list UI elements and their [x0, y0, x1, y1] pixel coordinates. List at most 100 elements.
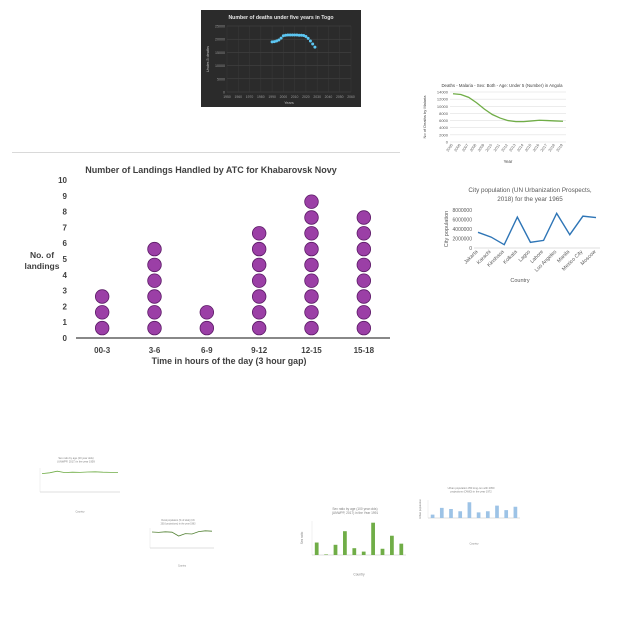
chart-title: Number of deaths under five years in Tog…: [228, 15, 333, 21]
data-dot: [94, 305, 110, 320]
data-dot: [304, 305, 319, 320]
data-point: [275, 39, 279, 43]
data-point: [272, 40, 276, 44]
data-point: [302, 34, 306, 38]
chart-title: Number of Landings Handled by ATC for Kh…: [85, 165, 337, 175]
sexratio1-chart: Sex ratio by age (20 year olds)(UNWPP, 2…: [39, 456, 120, 514]
smalllower-chart-panel: Rural population (% of total) (UN 2016 pr…: [140, 516, 216, 568]
x-tick-label: 2006: [454, 143, 462, 152]
x-axis-label: Years: [284, 101, 294, 105]
data-dot: [147, 289, 162, 304]
series-line: [452, 93, 564, 123]
bar: [361, 551, 366, 555]
city-chart-panel: City population (UN Urbanization Prospec…: [434, 182, 610, 292]
y-tick-label: 5000: [217, 77, 225, 81]
x-axis-label: Country: [75, 510, 85, 514]
urban-chart-panel: Urban population 353 long-run with 2050 p…: [418, 484, 524, 546]
y-tick-label: 20000: [215, 38, 225, 42]
x-tick-label: 2040: [325, 95, 333, 99]
chart-background: [201, 10, 361, 107]
data-dot: [304, 194, 319, 209]
data-dot: [147, 241, 162, 257]
y-tick-label: 4000: [439, 125, 449, 130]
data-point: [290, 33, 294, 37]
x-tick-label: 1980: [257, 95, 265, 99]
data-dot: [356, 210, 372, 225]
data-dot: [356, 257, 372, 273]
city-chart: City population (UN Urbanization Prospec…: [444, 187, 600, 284]
bar: [458, 511, 463, 518]
data-point: [288, 33, 292, 37]
x-axis-label: Country: [178, 565, 187, 568]
y-tick-label: 1: [63, 318, 68, 327]
bar: [449, 509, 453, 518]
series-line: [41, 470, 119, 474]
y-axis-label: Under-5 deaths: [206, 46, 210, 72]
x-tick-label: 2005: [446, 143, 454, 152]
x-axis-label: Country: [469, 542, 479, 546]
y-tick-label: 10: [58, 176, 67, 185]
y-tick-label: 2000: [439, 132, 449, 137]
sexratio2-chart: Sex ratio by age (100 year olds)(UNWPP, …: [300, 507, 406, 577]
togo-chart-panel: Number of deaths under five years in Tog…: [201, 10, 361, 107]
data-dot: [147, 305, 162, 320]
data-dot: [199, 320, 215, 336]
data-dot: [251, 241, 267, 257]
x-tick-label: 2050: [336, 95, 344, 99]
data-point: [279, 36, 283, 40]
y-axis-label: Sex ratio: [300, 531, 304, 544]
sexratio2-chart-panel: Sex ratio by age (100 year olds) (UNWPP, …: [300, 505, 410, 577]
data-dot: [199, 305, 215, 320]
x-tick-label: 1960: [234, 95, 242, 99]
y-tick-label: 0: [63, 334, 68, 343]
chart-title: 2018) for the year 1965: [497, 196, 563, 203]
series-line: [477, 211, 597, 246]
landings-chart-panel: Number of Landings Handled by ATC for Kh…: [14, 158, 400, 374]
y-tick-label: 0: [223, 91, 225, 95]
data-dot: [251, 289, 267, 304]
x-tick-label: 2007: [461, 143, 469, 152]
chart-title: projections (OWID) in the year 1972: [450, 490, 492, 494]
x-tick-label: 2015: [524, 143, 532, 152]
data-dot: [356, 241, 372, 257]
data-point: [277, 38, 281, 42]
data-dot: [304, 226, 319, 241]
x-tick-label: 15-18: [354, 346, 375, 355]
chart-title: (UNWPP, 2017) in the year 1959: [57, 460, 95, 464]
y-tick-label: 5: [63, 255, 68, 264]
data-dot: [94, 289, 110, 304]
bar: [314, 542, 319, 555]
data-point: [311, 42, 315, 46]
x-tick-label: 6-9: [201, 346, 213, 355]
x-tick-label: 2008: [469, 143, 477, 152]
x-tick-label: 3-6: [149, 346, 161, 355]
y-axis-label: No of Deaths by Malaria: [422, 95, 427, 139]
x-tick-label: 2010: [485, 143, 493, 152]
y-tick-label: 7: [63, 223, 68, 232]
bar: [343, 531, 347, 555]
data-dot: [147, 257, 162, 273]
angola-chart-panel: Deaths - Malaria - Sex: Both - Age: Unde…: [420, 80, 570, 168]
x-tick-label: 1950: [223, 95, 231, 99]
bar: [352, 548, 357, 555]
y-tick-label: 10000: [437, 104, 449, 109]
y-tick-label: 25000: [215, 25, 225, 29]
y-axis-label: City population: [444, 211, 450, 247]
y-tick-label: 0: [446, 140, 449, 145]
bar: [476, 512, 481, 518]
x-tick-label: 2012: [501, 143, 509, 152]
y-tick-label: 12000: [437, 97, 449, 102]
y-axis-label: landings: [25, 261, 60, 271]
x-tick-label: 2030: [313, 95, 321, 99]
angola-chart: Deaths - Malaria - Sex: Both - Age: Unde…: [422, 83, 566, 164]
togo-chart: Number of deaths under five years in Tog…: [201, 10, 361, 107]
bar: [504, 510, 509, 518]
x-tick-label: 2016: [532, 143, 540, 152]
data-dot: [251, 257, 267, 273]
data-dot: [356, 320, 372, 336]
bar: [324, 554, 328, 555]
data-point: [306, 36, 310, 40]
bar: [485, 511, 490, 518]
x-tick-label: 2000: [280, 95, 288, 99]
